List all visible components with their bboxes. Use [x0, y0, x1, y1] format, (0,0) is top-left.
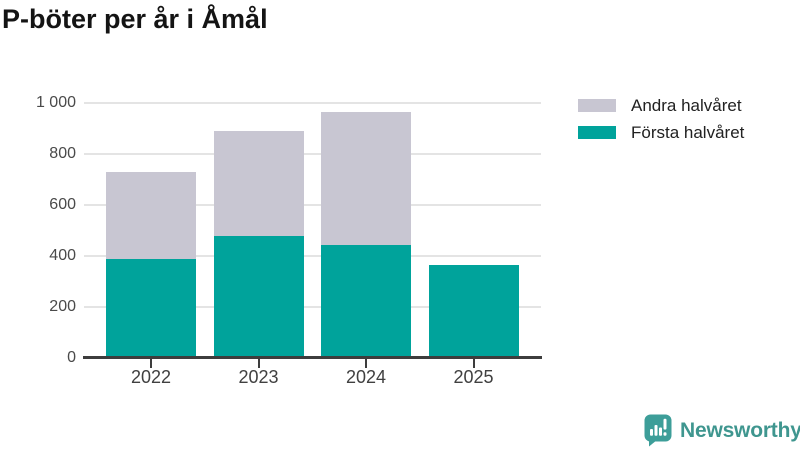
x-axis-tick [257, 358, 260, 368]
x-axis-label-2024: 2024 [345, 367, 387, 387]
bar-2022-första-halvåret [106, 258, 196, 358]
gridline-200 [84, 306, 541, 308]
legend-swatch-icon [578, 126, 616, 139]
bar-2022-andra-halvåret [106, 171, 196, 259]
legend-label: Första halvåret [631, 122, 745, 142]
x-axis-label-2022: 2022 [130, 367, 172, 387]
gridline-600 [84, 204, 541, 206]
bar-2023-andra-halvåret [213, 131, 304, 236]
gridline-400 [84, 255, 541, 257]
bar-2024-första-halvåret [321, 244, 411, 358]
x-axis-label-2023: 2023 [238, 367, 279, 387]
newsworthy-bar-chart-bubble-icon [644, 414, 672, 447]
gridline-1000 [84, 102, 541, 104]
y-axis-tick-label: 600 [49, 196, 76, 213]
x-axis-tick [472, 358, 475, 368]
chart-title: P-böter per år i Åmål [2, 4, 268, 34]
legend-swatch-icon [578, 99, 616, 112]
y-axis-tick-label: 0 [67, 349, 76, 366]
y-axis-tick-label: 800 [49, 145, 76, 162]
legend-item: Första halvåret [578, 119, 744, 146]
x-axis-tick [150, 358, 152, 368]
y-axis-tick-label: 200 [49, 298, 76, 315]
gridline-800 [84, 153, 541, 155]
bar-2023-första-halvåret [213, 235, 304, 358]
y-axis-tick-label: 1 000 [35, 94, 76, 111]
y-axis-tick-label: 400 [49, 247, 76, 264]
x-axis-label-2025: 2025 [453, 367, 494, 387]
newsworthy-logo[interactable]: Newsworthy [644, 414, 800, 447]
x-axis-line [83, 356, 542, 359]
legend-item: Andra halvåret [578, 92, 744, 119]
bar-2024-andra-halvåret [321, 111, 411, 245]
legend: Andra halvåret Första halvåret [578, 92, 744, 146]
brand-name: Newsworthy [680, 418, 800, 442]
x-axis-tick [365, 358, 367, 368]
legend-label: Andra halvåret [631, 95, 742, 115]
bar-2025-första-halvåret [428, 264, 519, 358]
